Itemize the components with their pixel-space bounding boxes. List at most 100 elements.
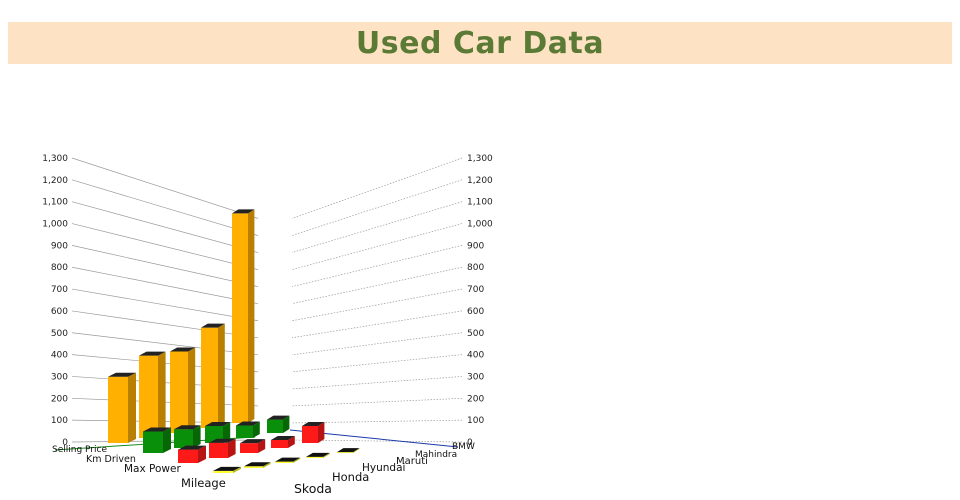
- bar-max-power-maruti: [271, 435, 295, 448]
- bar-side-face: [293, 457, 301, 463]
- bar-front-face: [143, 431, 163, 453]
- bar-front-face: [302, 425, 318, 443]
- bar-side-face: [248, 209, 255, 423]
- bar-top-face: [232, 209, 255, 214]
- bar-side-face: [223, 421, 231, 443]
- bar-selling-price-skoda: [108, 372, 136, 443]
- bar-top-face: [201, 323, 225, 328]
- bar-side-face: [353, 448, 360, 453]
- z-category-label-skoda: Skoda: [294, 481, 332, 496]
- bar-front-face: [337, 452, 353, 453]
- bar-front-face: [170, 351, 188, 433]
- y-tick-label-right: 100: [467, 416, 484, 426]
- gridline-right: [291, 376, 463, 390]
- y-tick-label-right: 800: [467, 263, 484, 273]
- z-category-label-mahindra: Mahindra: [415, 450, 457, 460]
- z-category-label-hyundai: Hyundai: [362, 462, 405, 474]
- y-tick-label-left: 1,000: [42, 220, 68, 230]
- y-tick-label-right: 1,300: [467, 154, 493, 164]
- bar-top-face: [139, 351, 166, 356]
- bar-km-driven-mahindra: [267, 415, 290, 433]
- bar-side-face: [323, 452, 330, 458]
- y-tick-label-left: 400: [51, 351, 68, 361]
- bar-side-face: [288, 435, 295, 448]
- gridline-right: [291, 354, 463, 373]
- bar-top-face: [209, 438, 236, 443]
- x-category-label-max-power: Max Power: [124, 463, 181, 475]
- bar-top-face: [143, 427, 171, 432]
- bar-mileage-mahindra: [337, 448, 360, 453]
- gridline-left: [71, 332, 259, 356]
- bar-selling-price-hyundai: [170, 347, 196, 433]
- bar-side-face: [258, 439, 266, 453]
- y-tick-label-left: 100: [51, 416, 68, 426]
- bar-top-face: [178, 445, 206, 450]
- bar-front-face: [209, 442, 228, 458]
- bar-top-face: [302, 421, 325, 426]
- title-bar: Used Car Data: [8, 22, 952, 64]
- bar-max-power-skoda: [178, 445, 206, 463]
- bar-front-face: [213, 470, 233, 473]
- bar-top-face: [267, 415, 290, 420]
- y-tick-label-left: 900: [51, 241, 68, 251]
- bar-top-face: [174, 425, 201, 430]
- gridline-right: [291, 397, 463, 407]
- bar-front-face: [108, 376, 128, 443]
- y-tick-label-right: 400: [467, 351, 484, 361]
- gridline-left: [71, 288, 259, 322]
- bar-max-power-hyundai: [240, 439, 266, 453]
- bar-side-face: [218, 323, 225, 428]
- x-category-label-mileage: Mileage: [181, 476, 226, 490]
- gridline-left: [71, 223, 259, 270]
- y-tick-label-right: 600: [467, 307, 484, 317]
- bar-side-face: [228, 438, 236, 458]
- bar-mileage-skoda: [213, 466, 241, 473]
- bar-max-power-honda: [209, 438, 236, 458]
- bar-front-face: [275, 461, 293, 463]
- y-tick-label-left: 200: [51, 394, 68, 404]
- bar-top-face: [275, 457, 301, 462]
- bar-km-driven-skoda: [143, 427, 171, 453]
- bar-front-face: [174, 429, 193, 448]
- bar-top-face: [271, 435, 295, 440]
- x-category-label-km-driven: Km Driven: [86, 454, 136, 465]
- y-tick-label-right: 700: [467, 285, 484, 295]
- y-tick-label-right: 1,000: [467, 220, 493, 230]
- bar-side-face: [198, 445, 206, 463]
- x-category-label-selling-price: Selling Price: [52, 445, 107, 455]
- bar-side-face: [283, 415, 290, 433]
- gridline-left: [71, 157, 259, 219]
- bar-front-face: [236, 425, 253, 438]
- bar-front-face: [201, 327, 218, 428]
- bar-front-face: [267, 419, 283, 433]
- gridline-left: [71, 201, 259, 253]
- gridline-right: [291, 266, 463, 305]
- bar-front-face: [178, 449, 198, 463]
- bar-front-face: [306, 456, 323, 458]
- gridline-right: [291, 310, 463, 339]
- bar-side-face: [253, 421, 260, 438]
- bar-side-face: [158, 351, 166, 438]
- bar-top-face: [170, 347, 196, 352]
- bar-front-face: [232, 213, 248, 423]
- y-tick-label-left: 600: [51, 307, 68, 317]
- bar-front-face: [205, 425, 223, 443]
- bar-km-driven-hyundai: [205, 421, 231, 443]
- z-category-label-maruti: Maruti: [396, 456, 428, 467]
- y-tick-label-right: 500: [467, 329, 484, 339]
- y-tick-label-left: 1,300: [42, 154, 68, 164]
- bar-side-face: [193, 425, 201, 448]
- bar-front-face: [244, 466, 263, 468]
- gridline-right: [291, 288, 463, 322]
- y-tick-label-right: 200: [467, 394, 484, 404]
- bar-front-face: [271, 439, 288, 448]
- bar-front-face: [139, 355, 158, 438]
- gridline-left: [71, 266, 259, 305]
- gridline-right: [291, 332, 463, 356]
- y-tick-label-right: 1,200: [467, 176, 493, 186]
- y-tick-label-right: 300: [467, 372, 484, 382]
- bar-mileage-maruti: [306, 452, 330, 458]
- bar-max-power-mahindra: [302, 421, 325, 443]
- bar-selling-price-honda: [139, 351, 166, 438]
